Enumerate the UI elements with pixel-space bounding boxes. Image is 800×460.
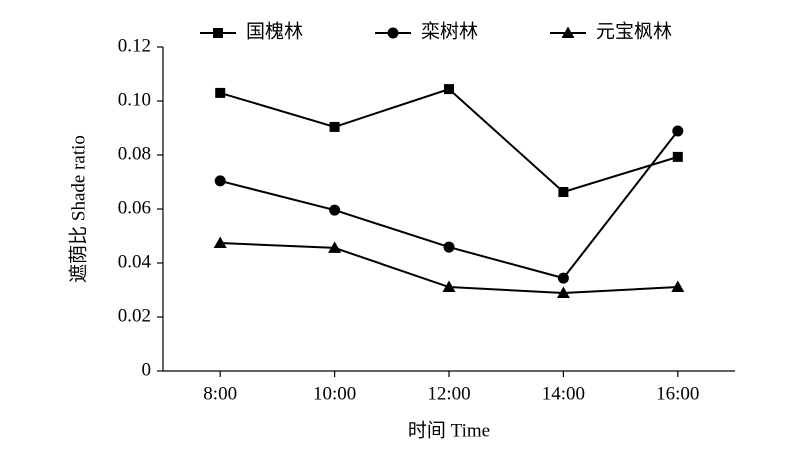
- y-axis-label: 遮荫比 Shade ratio: [67, 135, 89, 283]
- series-line: [219, 130, 679, 280]
- y-tick-label: 0.02: [118, 305, 151, 326]
- legend-label: 国槐林: [246, 20, 303, 42]
- point: [328, 241, 342, 253]
- x-tick-label: 8:00: [203, 383, 237, 404]
- legend-label: 栾树林: [421, 20, 478, 42]
- series-line: [219, 87, 679, 194]
- point: [213, 236, 227, 249]
- y-tick-label: 0: [142, 359, 152, 380]
- x-tick-label: 12:00: [427, 383, 470, 404]
- x-axis-label: 时间 Time: [408, 419, 490, 441]
- point: [672, 125, 684, 137]
- point: [444, 84, 454, 95]
- point: [672, 151, 683, 162]
- point: [214, 175, 226, 187]
- point: [443, 241, 455, 253]
- point: [215, 87, 226, 98]
- point: [329, 121, 340, 132]
- point: [557, 272, 569, 284]
- point: [556, 286, 570, 298]
- y-tick-label: 0.04: [118, 251, 152, 272]
- legend-label: 元宝枫林: [596, 20, 672, 42]
- y-tick-label: 0.10: [118, 89, 151, 110]
- y-tick-label: 0.12: [118, 35, 151, 56]
- x-tick-label: 10:00: [313, 383, 356, 404]
- x-tick-label: 16:00: [656, 383, 699, 404]
- point: [329, 204, 341, 216]
- x-tick-label: 14:00: [542, 383, 585, 404]
- y-tick-label: 0.06: [118, 197, 151, 218]
- point: [558, 186, 569, 197]
- point: [442, 280, 456, 293]
- point: [671, 280, 685, 293]
- y-tick-label: 0.08: [118, 143, 151, 164]
